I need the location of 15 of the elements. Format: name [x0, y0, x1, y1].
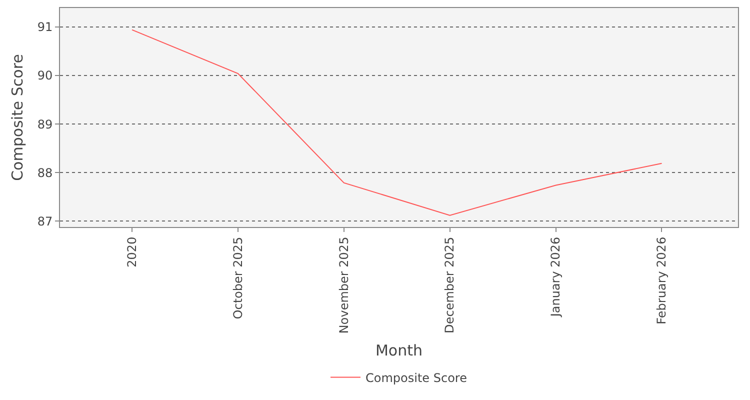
y-tick-label: 91: [37, 20, 53, 34]
x-tick-label: November 2025: [336, 236, 351, 334]
y-axis-title: Composite Score: [8, 54, 27, 181]
x-tick-label: January 2026: [548, 236, 563, 318]
x-tick-label: October 2025: [230, 236, 245, 320]
x-tick-label: February 2026: [654, 236, 669, 324]
y-tick-label: 88: [37, 166, 53, 180]
x-axis-title: Month: [375, 342, 423, 360]
y-tick-label: 90: [37, 68, 53, 83]
x-tick-label: December 2025: [442, 236, 457, 334]
x-tick-label: 2020: [124, 236, 139, 268]
line-series: [132, 29, 662, 216]
legend-label: Composite Score: [366, 370, 467, 385]
y-tick-label: 89: [37, 117, 53, 132]
y-tick-label: 87: [37, 214, 53, 228]
